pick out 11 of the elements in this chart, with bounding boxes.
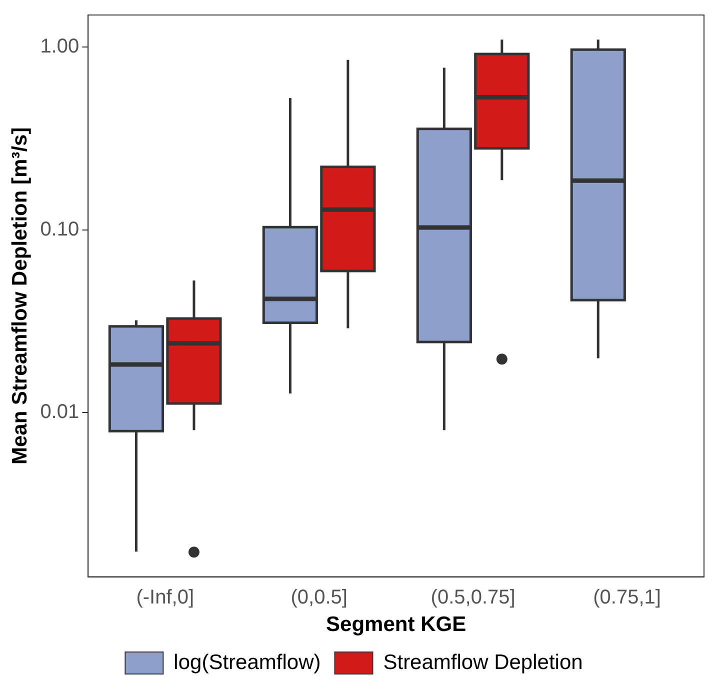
x-tick-label: (0.5,0.75] — [430, 586, 516, 608]
legend-label: log(Streamflow) — [174, 650, 321, 674]
y-tick-label: 1.00 — [40, 36, 80, 58]
x-tick-label: (0.75,1] — [593, 586, 661, 608]
x-axis-title: Segment KGE — [326, 613, 466, 636]
y-axis-title: Mean Streamflow Depletion [m³/s] — [8, 127, 32, 465]
legend-label: Streamflow Depletion — [383, 650, 583, 674]
y-tick-label: 0.01 — [40, 400, 80, 423]
x-tick-label: (0,0.5] — [290, 586, 348, 608]
x-tick-label: (-Inf,0] — [136, 586, 194, 608]
y-tick-label: 0.10 — [40, 218, 80, 240]
